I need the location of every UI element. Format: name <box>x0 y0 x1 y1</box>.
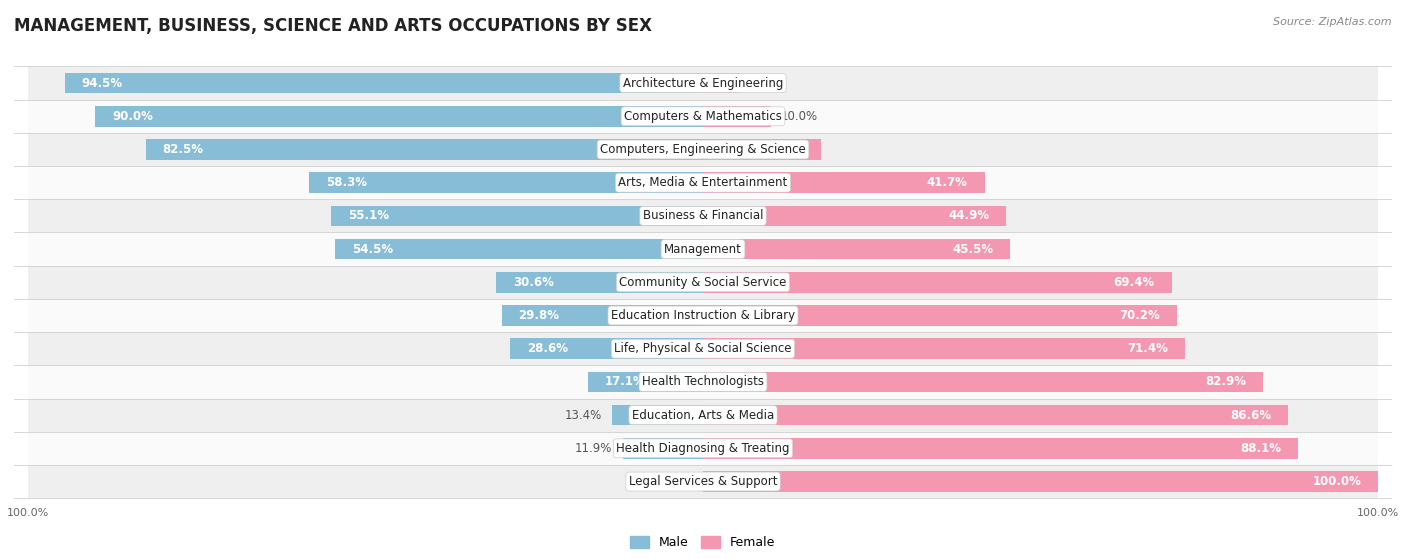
Text: 0.0%: 0.0% <box>664 475 693 488</box>
Text: 10.0%: 10.0% <box>780 110 818 123</box>
Bar <box>309 172 703 193</box>
Text: Source: ZipAtlas.com: Source: ZipAtlas.com <box>1274 17 1392 27</box>
Text: 55.1%: 55.1% <box>347 210 388 222</box>
Text: Legal Services & Support: Legal Services & Support <box>628 475 778 488</box>
Bar <box>703 338 1185 359</box>
Bar <box>703 438 1298 458</box>
Text: Education Instruction & Library: Education Instruction & Library <box>612 309 794 322</box>
Bar <box>28 100 1378 133</box>
Bar <box>28 465 1378 498</box>
Text: 88.1%: 88.1% <box>1240 442 1281 455</box>
Text: 54.5%: 54.5% <box>352 243 392 255</box>
Text: 100.0%: 100.0% <box>1313 475 1361 488</box>
Bar <box>65 73 703 93</box>
Text: MANAGEMENT, BUSINESS, SCIENCE AND ARTS OCCUPATIONS BY SEX: MANAGEMENT, BUSINESS, SCIENCE AND ARTS O… <box>14 17 652 35</box>
Bar <box>703 305 1177 326</box>
Bar <box>703 239 1011 259</box>
Bar <box>703 206 1007 226</box>
Text: Health Technologists: Health Technologists <box>643 376 763 389</box>
Bar <box>28 67 1378 100</box>
Text: 17.5%: 17.5% <box>763 143 804 156</box>
Text: 71.4%: 71.4% <box>1128 342 1168 355</box>
Text: 82.9%: 82.9% <box>1205 376 1246 389</box>
Bar <box>623 438 703 458</box>
Bar <box>28 432 1378 465</box>
Bar <box>496 272 703 292</box>
Text: Life, Physical & Social Science: Life, Physical & Social Science <box>614 342 792 355</box>
Text: 11.9%: 11.9% <box>575 442 613 455</box>
Bar <box>703 139 821 160</box>
Bar <box>703 405 1288 425</box>
Bar <box>28 266 1378 299</box>
Text: 30.6%: 30.6% <box>513 276 554 289</box>
Text: Community & Social Service: Community & Social Service <box>619 276 787 289</box>
Text: Education, Arts & Media: Education, Arts & Media <box>631 409 775 421</box>
Text: Business & Financial: Business & Financial <box>643 210 763 222</box>
Bar <box>510 338 703 359</box>
Bar <box>703 272 1171 292</box>
Bar <box>703 172 984 193</box>
Bar <box>146 139 703 160</box>
Text: 86.6%: 86.6% <box>1230 409 1271 421</box>
Text: 69.4%: 69.4% <box>1114 276 1154 289</box>
Bar <box>703 471 1378 492</box>
Text: Computers, Engineering & Science: Computers, Engineering & Science <box>600 143 806 156</box>
Bar <box>703 73 740 93</box>
Bar <box>28 200 1378 233</box>
Bar <box>703 106 770 126</box>
Text: 90.0%: 90.0% <box>112 110 153 123</box>
Bar <box>502 305 703 326</box>
Text: 5.5%: 5.5% <box>751 77 780 89</box>
Text: 70.2%: 70.2% <box>1119 309 1160 322</box>
Text: Health Diagnosing & Treating: Health Diagnosing & Treating <box>616 442 790 455</box>
Bar <box>703 372 1263 392</box>
Text: Computers & Mathematics: Computers & Mathematics <box>624 110 782 123</box>
Text: 29.8%: 29.8% <box>519 309 560 322</box>
Bar <box>28 166 1378 200</box>
Text: 17.1%: 17.1% <box>605 376 645 389</box>
Text: 82.5%: 82.5% <box>163 143 204 156</box>
Text: 58.3%: 58.3% <box>326 176 367 189</box>
Text: 44.9%: 44.9% <box>948 210 990 222</box>
Bar <box>96 106 703 126</box>
Bar <box>28 299 1378 332</box>
Bar <box>588 372 703 392</box>
Bar <box>613 405 703 425</box>
Text: 41.7%: 41.7% <box>927 176 967 189</box>
Legend: Male, Female: Male, Female <box>626 531 780 555</box>
Bar <box>28 399 1378 432</box>
Bar <box>28 332 1378 365</box>
Text: 13.4%: 13.4% <box>565 409 602 421</box>
Bar <box>28 233 1378 266</box>
Bar <box>335 239 703 259</box>
Bar <box>330 206 703 226</box>
Text: Management: Management <box>664 243 742 255</box>
Bar <box>28 133 1378 166</box>
Bar <box>28 365 1378 399</box>
Text: 28.6%: 28.6% <box>527 342 568 355</box>
Text: 94.5%: 94.5% <box>82 77 122 89</box>
Text: 45.5%: 45.5% <box>952 243 994 255</box>
Text: Arts, Media & Entertainment: Arts, Media & Entertainment <box>619 176 787 189</box>
Text: Architecture & Engineering: Architecture & Engineering <box>623 77 783 89</box>
